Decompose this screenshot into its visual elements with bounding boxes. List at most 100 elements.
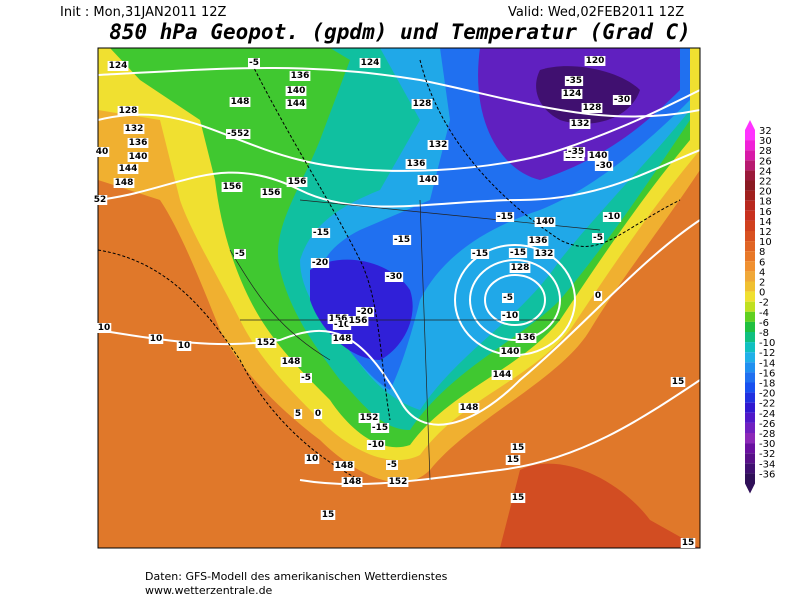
label-box — [92, 195, 108, 205]
contour-label: 136 — [407, 159, 426, 169]
contour-label: 156 — [329, 314, 348, 324]
label-box — [670, 377, 686, 387]
label-box — [176, 341, 192, 351]
label-box — [117, 106, 139, 116]
contour-label: -10 — [368, 440, 384, 450]
contour-label: 140 — [536, 217, 555, 227]
colorbar-cell — [745, 392, 755, 403]
contour-label: 52 — [94, 195, 107, 205]
contour-label: 136 — [291, 71, 310, 81]
label-box — [123, 124, 145, 134]
contour-label: 148 — [460, 403, 479, 413]
contour-label: 140 — [589, 151, 608, 161]
colorbar-label: 12 — [759, 227, 772, 238]
colorbar-label: -36 — [759, 469, 775, 480]
label-box — [286, 177, 308, 187]
footer-url: www.wetterzentrale.de — [145, 584, 273, 597]
contour-label: 124 — [563, 89, 582, 99]
label-box — [94, 147, 110, 157]
colorbar-cell — [745, 231, 755, 242]
contour-label: -5 — [593, 233, 603, 243]
contour-label: 10 — [150, 334, 163, 344]
label-box — [491, 370, 513, 380]
label-box — [417, 175, 439, 185]
contour-label: 152 — [389, 477, 408, 487]
contour-label: -15 — [472, 249, 488, 259]
contour-label: 128 — [413, 99, 432, 109]
colorbar-cell — [745, 160, 755, 171]
label-box — [358, 413, 380, 423]
contour-label: 156 — [223, 182, 242, 192]
contour-label: -5 — [503, 293, 513, 303]
label-box — [148, 334, 164, 344]
colorbar-cell — [745, 372, 755, 383]
contour-label: 10 — [98, 323, 111, 333]
contour-label: 128 — [119, 106, 138, 116]
contour-label: -15 — [313, 228, 329, 238]
label-box — [333, 461, 355, 471]
map — [98, 48, 700, 548]
colorbar-label: -18 — [759, 379, 775, 390]
colorbar-label: -24 — [759, 409, 775, 420]
label-box — [505, 455, 521, 465]
label-box — [584, 56, 606, 66]
contour-label: 140 — [419, 175, 438, 185]
colorbar-cell — [745, 130, 755, 141]
contour-label: 128 — [583, 103, 602, 113]
label-box — [221, 182, 243, 192]
contour-label: 5 — [295, 409, 301, 419]
colorbar-label: -12 — [759, 348, 775, 359]
colorbar-label: 26 — [759, 156, 772, 167]
colorbar-cell — [745, 261, 755, 272]
colorbar-label: 32 — [759, 126, 772, 137]
label-box — [602, 212, 622, 222]
colorbar-label: 2 — [759, 278, 765, 289]
contour-label: 132 — [571, 119, 590, 129]
colorbar-cell — [745, 170, 755, 181]
contour-label: 148 — [343, 477, 362, 487]
colorbar-cell — [745, 301, 755, 312]
label-box — [285, 86, 307, 96]
contour-label: 15 — [512, 443, 525, 453]
colorbar-label: -20 — [759, 389, 775, 400]
colorbar-cell — [745, 150, 755, 161]
colorbar-cell — [745, 382, 755, 393]
contour-label: 152 — [360, 413, 379, 423]
colorbar-label: 8 — [759, 247, 765, 258]
colorbar-cell — [745, 200, 755, 211]
label-box — [384, 272, 404, 282]
colorbar-cell — [745, 321, 755, 332]
contour-label: -10 — [502, 311, 518, 321]
contour-label: 140 — [501, 347, 520, 357]
label-box — [304, 454, 320, 464]
label-box — [370, 423, 390, 433]
colorbar-label: -22 — [759, 399, 775, 410]
label-box — [593, 291, 603, 301]
colorbar-label: -4 — [759, 308, 769, 319]
contour-label: 124 — [109, 61, 128, 71]
contour-label: -15 — [372, 423, 388, 433]
label-box — [581, 103, 603, 113]
label-box — [289, 71, 311, 81]
label-box — [113, 178, 135, 188]
contour-label: -5 — [235, 249, 245, 259]
contour-label: -5 — [387, 460, 397, 470]
contour-label: -15 — [497, 212, 513, 222]
contour-label: 0 — [315, 409, 321, 419]
label-box — [495, 212, 515, 222]
label-box — [534, 217, 556, 227]
contour-label: 156 — [288, 177, 307, 187]
contour-label: -5 — [249, 58, 259, 68]
contour-label: 120 — [586, 56, 605, 66]
label-box — [680, 538, 696, 548]
contour-label: -30 — [386, 272, 402, 282]
label-box — [331, 334, 353, 344]
colorbar-label: 24 — [759, 166, 772, 177]
colorbar-label: 20 — [759, 187, 772, 198]
label-box — [255, 338, 277, 348]
footer-source: Daten: GFS-Modell des amerikanischen Wet… — [145, 570, 448, 583]
label-box — [96, 323, 112, 333]
label-box — [327, 314, 349, 324]
colorbar-label: -30 — [759, 439, 775, 450]
contour-label: 124 — [361, 58, 380, 68]
